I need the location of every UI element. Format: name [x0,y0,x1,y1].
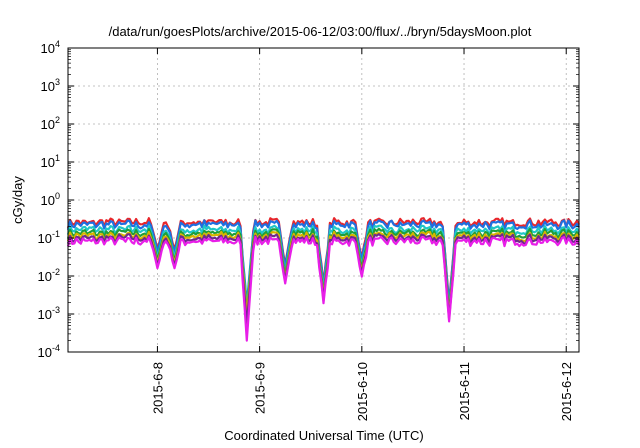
y-tick-label: 100 [41,191,60,208]
y-tick-label: 103 [41,77,60,94]
y-tick-label: 104 [41,39,60,56]
y-tick-label: 10-1 [38,229,60,246]
chart-title: /data/run/goesPlots/archive/2015-06-12/0… [109,24,532,39]
x-tick-label: 2015-6-12 [559,362,574,421]
y-tick-label: 102 [41,115,60,132]
x-tick-label: 2015-6-8 [150,362,165,414]
y-tick-label: 10-4 [38,343,60,360]
y-axis-label: cGy/day [10,176,25,224]
series-line [66,235,581,342]
x-tick-label: 2015-6-11 [457,362,472,420]
y-tick-label: 10-2 [38,267,60,284]
grid-lines [68,48,579,352]
y-tick-label: 101 [41,153,60,170]
x-tick-label: 2015-6-9 [253,362,268,414]
x-axis: 2015-6-8 2015-6-9 2015-6-10 2015-6-11 2015-6… [150,48,574,421]
series-layer [66,217,581,342]
y-axis: 10-4 10-3 10-2 10-1 100 101 102 103 104 [38,39,579,360]
x-axis-label: Coordinated Universal Time (UTC) [224,428,423,443]
x-tick-label: 2015-6-10 [355,362,370,421]
y-tick-label: 10-3 [38,305,60,322]
